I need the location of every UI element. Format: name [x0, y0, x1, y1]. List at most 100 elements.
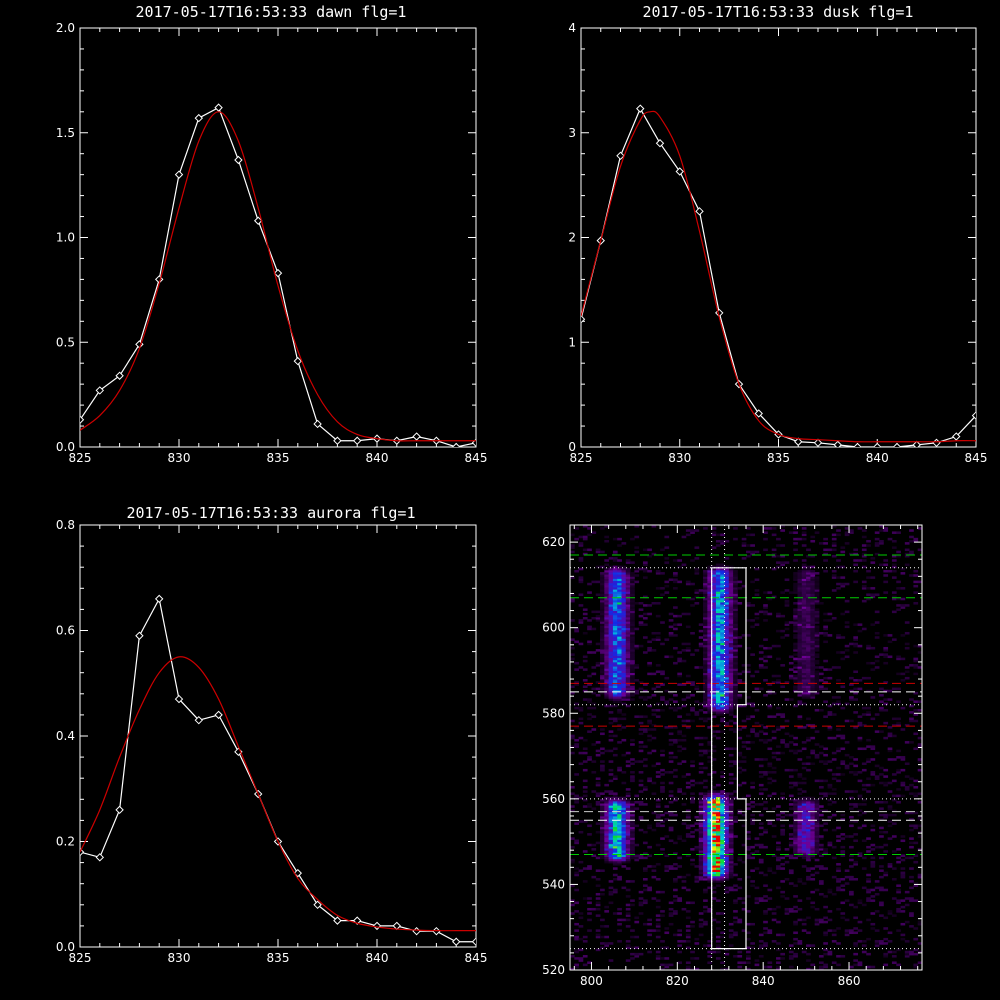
detector-pixel [891, 687, 897, 691]
detector-pixel [870, 922, 876, 926]
detector-pixel [810, 619, 816, 622]
detector-pixel [617, 878, 622, 881]
detector-pixel [608, 813, 614, 817]
detector-pixel [715, 694, 721, 697]
detector-pixel [703, 944, 708, 947]
detector-pixel [703, 850, 708, 853]
detector-pixel [793, 845, 798, 849]
detector-pixel [733, 694, 738, 697]
detector-pixel [836, 869, 841, 872]
detector-pixel [638, 779, 644, 783]
detector-pixel [887, 865, 893, 868]
detector-pixel [570, 792, 575, 795]
aurora-spectrum-panel: 2017-05-17T16:53:33 aurora flg=1 825 830 8… [56, 504, 488, 965]
detector-pixel [651, 649, 657, 652]
detector-pixel [621, 717, 627, 721]
detector-pixel [818, 865, 824, 868]
detector-pixel [604, 608, 610, 611]
detector-pixel [797, 841, 803, 845]
detector-pixel [685, 965, 691, 969]
detector-pixel [587, 527, 592, 530]
detector-pixel [612, 537, 618, 541]
detector-pixel [737, 858, 743, 862]
detector-pixel [870, 863, 876, 866]
detector-pixel [728, 679, 734, 682]
detector-pixel [707, 631, 713, 635]
detector-pixel [836, 696, 841, 699]
detector-pixel [823, 676, 828, 680]
detector-pixel [608, 711, 614, 714]
detector-pixel [595, 619, 601, 622]
detector-pixel [625, 629, 631, 633]
detector-pixel [823, 920, 828, 924]
detector-pixel [793, 527, 798, 530]
detector-pixel [638, 760, 644, 763]
detector-pixel [625, 839, 631, 843]
detector-pixel [694, 687, 700, 691]
detector-pixel [642, 884, 648, 887]
detector-pixel [771, 835, 777, 838]
detector-pixel [900, 634, 906, 637]
detector-pixel [608, 768, 614, 772]
detector-pixel [621, 655, 627, 659]
detector-pixel [797, 664, 803, 667]
detector-pixel [853, 959, 859, 962]
detector-pixel [810, 666, 816, 669]
detector-pixel [720, 542, 725, 545]
detector-pixel [836, 529, 841, 532]
detector-pixel [647, 779, 652, 783]
detector-pixel [724, 659, 730, 663]
detector-pixel [763, 537, 768, 541]
detector-pixel [797, 631, 803, 635]
detector-pixel [703, 627, 708, 631]
detector-pixel [823, 762, 828, 766]
detector-pixel [630, 743, 635, 746]
detector-pixel [741, 704, 747, 708]
detector-pixel [707, 659, 713, 663]
detector-pixel [831, 702, 837, 706]
detector-pixel [578, 593, 584, 597]
detector-pixel [810, 674, 816, 678]
detector-pixel [715, 875, 721, 879]
detector-pixel [707, 711, 713, 714]
detector-pixel [720, 687, 725, 691]
detector-pixel [608, 796, 614, 800]
detector-pixel [818, 918, 824, 922]
detector-pixel [891, 822, 897, 825]
detector-pixel [746, 634, 751, 637]
detector-pixel [724, 619, 730, 622]
detector-pixel [879, 800, 884, 804]
detector-pixel [849, 903, 854, 907]
detector-pixel [810, 535, 816, 539]
detector-pixel [849, 865, 854, 868]
detector-pixel [913, 860, 919, 864]
detector-pixel [617, 666, 622, 669]
detector-pixel [849, 719, 854, 723]
detector-pixel [797, 726, 803, 729]
detector-pixel [651, 672, 657, 676]
detector-pixel [896, 901, 901, 905]
detector-pixel [801, 850, 807, 853]
detector-pixel [737, 602, 743, 605]
detector-pixel [806, 659, 811, 663]
detector-pixel [801, 644, 807, 648]
detector-pixel [604, 610, 610, 614]
detector-pixel [707, 854, 713, 858]
detector-pixel [814, 599, 820, 603]
detector-pixel [793, 664, 798, 667]
detector-pixel [784, 743, 790, 746]
detector-pixel [570, 858, 575, 862]
detector-pixel [604, 593, 610, 597]
detector-pixel [904, 548, 910, 552]
detector-pixel [608, 691, 614, 695]
detector-pixel [840, 854, 846, 858]
detector-pixel [655, 636, 661, 639]
detector-pixel [668, 790, 674, 793]
detector-pixel [621, 753, 627, 757]
detector-pixel [625, 858, 631, 862]
detector-pixel [720, 664, 725, 667]
detector-pixel [612, 591, 618, 594]
detector-pixel [810, 593, 816, 597]
detector-pixel [797, 681, 803, 684]
detector-pixel [788, 531, 794, 534]
